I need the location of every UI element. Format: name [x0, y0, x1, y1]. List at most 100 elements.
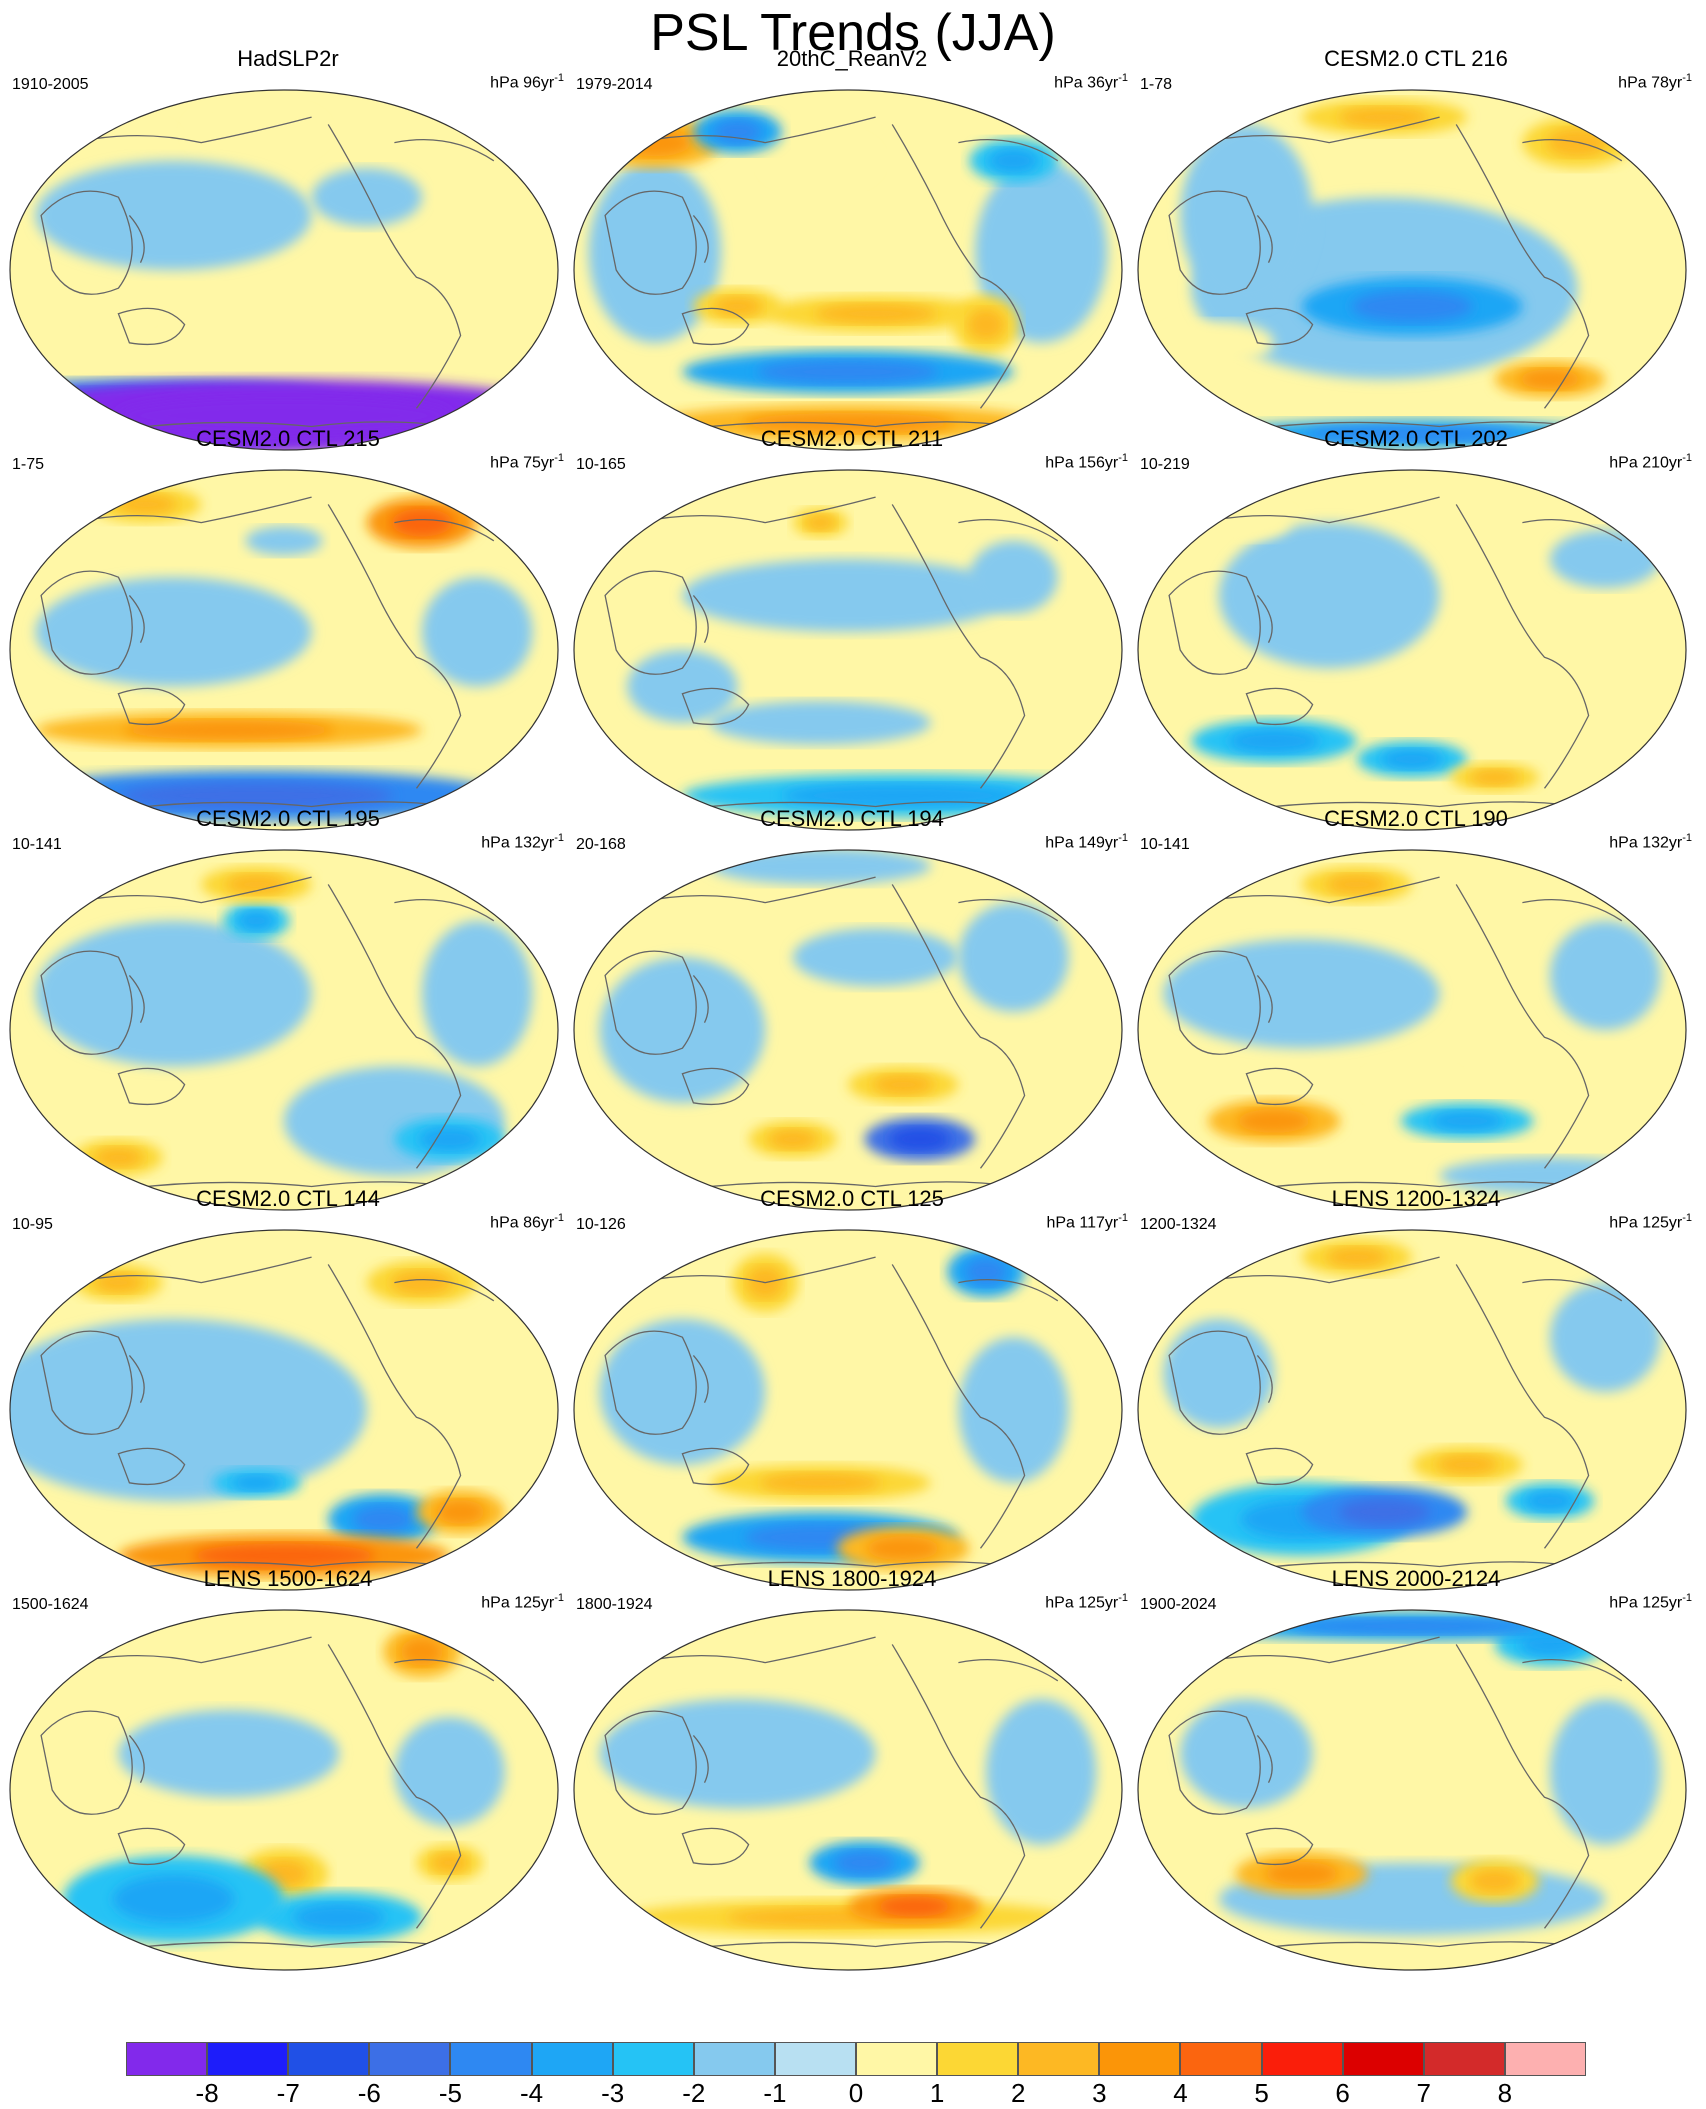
scale-value: 125 [514, 1594, 541, 1612]
trend-anomaly-core [768, 1129, 818, 1150]
trend-anomaly-core [1351, 290, 1473, 323]
trend-anomaly-region [35, 160, 312, 270]
coastline [1256, 214, 1273, 263]
coastline [1168, 950, 1261, 1055]
trend-anomaly-core [877, 1896, 951, 1917]
trend-anomaly-region [765, 1626, 876, 1663]
panel-title: CESM2.0 CTL 194 [760, 806, 944, 831]
units-exponent: -1 [1682, 1592, 1692, 1604]
trend-anomaly-core [1326, 874, 1388, 895]
units-suffix: yr [1104, 74, 1119, 92]
coastline [327, 1644, 462, 1929]
main-title: PSL Trends (JJA) [650, 4, 1056, 62]
colorbar-tick-label: 0 [848, 2078, 864, 2108]
colorbar-tick-label: 6 [1335, 2078, 1350, 2108]
colorbar-cell [288, 2042, 370, 2076]
coastline [117, 1827, 186, 1866]
world-map [9, 469, 559, 831]
coastline [958, 138, 1059, 162]
units-suffix: yr [1104, 1214, 1119, 1232]
panel-period-label: 10-141 [12, 836, 62, 853]
colorbar-cell [126, 2042, 208, 2076]
units-suffix: yr [1668, 454, 1683, 472]
coastline [958, 1278, 1059, 1302]
panel-title: CESM2.0 CTL 215 [196, 426, 380, 451]
map-panel: LENS 1800-1924 1800-1924 hPa 125yr-1 [572, 1562, 1132, 1971]
coastline [654, 1941, 1042, 1955]
panel-scale-label: hPa 125yr-1 [1609, 1592, 1692, 1612]
panel-title: CESM2.0 CTL 211 [760, 426, 944, 451]
units-label: hPa [490, 74, 524, 92]
panel-title: 20thC_ReanV2 [776, 46, 928, 71]
coastline [1256, 1734, 1273, 1783]
trend-anomaly-region [422, 920, 533, 1067]
panel-period-label: 10-165 [576, 456, 626, 473]
coastline [692, 214, 709, 263]
coastline [654, 1181, 1042, 1195]
coastline [1245, 1447, 1314, 1486]
units-exponent: -1 [1118, 1592, 1128, 1604]
colorbar-tick-label: 1 [929, 2078, 945, 2108]
coastline [1245, 307, 1314, 346]
units-label: hPa [481, 1594, 515, 1612]
panel-scale-label: hPa 132yr-1 [481, 832, 564, 852]
coastline [604, 950, 697, 1055]
coastline [1522, 518, 1623, 542]
trend-anomaly-region [710, 700, 931, 745]
trend-anomaly-region [986, 1699, 1097, 1845]
coastline [90, 421, 478, 435]
colorbar-cell [1423, 2042, 1505, 2076]
coastline [1245, 1827, 1314, 1866]
coastline [891, 884, 1026, 1169]
trend-anomaly-core [805, 514, 836, 531]
world-map [1137, 89, 1687, 451]
colorbar-cell [774, 2042, 856, 2076]
coastline [40, 950, 133, 1055]
world-map [573, 849, 1123, 1211]
trend-anomaly-core [94, 1147, 143, 1168]
coastline [1455, 1644, 1590, 1929]
trend-anomaly-region [682, 559, 1014, 632]
units-suffix: yr [1668, 74, 1683, 92]
units-label: hPa [1609, 1214, 1643, 1232]
colorbar-cell [612, 2042, 694, 2076]
panel-period-label: 1910-2005 [12, 76, 89, 93]
map-panel: CESM2.0 CTL 125 10-126 hPa 117yr-1 [572, 1182, 1132, 1591]
trend-anomaly-region [958, 902, 1069, 1012]
coastline [1522, 1278, 1623, 1302]
units-suffix: yr [1104, 1594, 1119, 1612]
world-map [9, 1229, 559, 1591]
coastline [891, 1264, 1026, 1549]
units-suffix: yr [1668, 1594, 1683, 1612]
trend-anomaly-core [889, 1127, 951, 1152]
trend-anomaly-core [1470, 1868, 1520, 1894]
colorbar-cell [1342, 2042, 1424, 2076]
coastline [1455, 504, 1590, 789]
coastline [681, 1067, 750, 1106]
world-map [1137, 849, 1687, 1211]
units-label: hPa [1618, 74, 1652, 92]
trend-anomaly-core [1305, 425, 1519, 442]
colorbar-cell [1180, 2042, 1262, 2076]
scale-value: 210 [1642, 454, 1669, 472]
trend-anomaly-region [969, 540, 1058, 614]
colorbar-cell [937, 2042, 1019, 2076]
panel-title: HadSLP2r [237, 46, 339, 71]
panel-title: CESM2.0 CTL 195 [196, 806, 380, 831]
coastline [681, 1447, 750, 1486]
coastline [604, 1710, 697, 1815]
colorbar-tick-label: 4 [1173, 2078, 1188, 2108]
coastline [681, 687, 750, 726]
map-panel: CESM2.0 CTL 194 20-168 hPa 149yr-1 [572, 802, 1132, 1211]
coastline [40, 570, 133, 675]
coastline [891, 504, 1026, 789]
trend-anomaly-region [190, 106, 323, 158]
panel-title: LENS 1500-1624 [203, 1566, 373, 1591]
trend-anomaly-core [713, 296, 762, 317]
scale-value: 86 [523, 1214, 541, 1232]
panel-title: CESM2.0 CTL 216 [1324, 46, 1508, 71]
panel-period-label: 1-78 [1140, 76, 1173, 93]
map-border [9, 469, 559, 831]
map-border [573, 89, 1123, 451]
colorbar-cell [693, 2042, 775, 2076]
